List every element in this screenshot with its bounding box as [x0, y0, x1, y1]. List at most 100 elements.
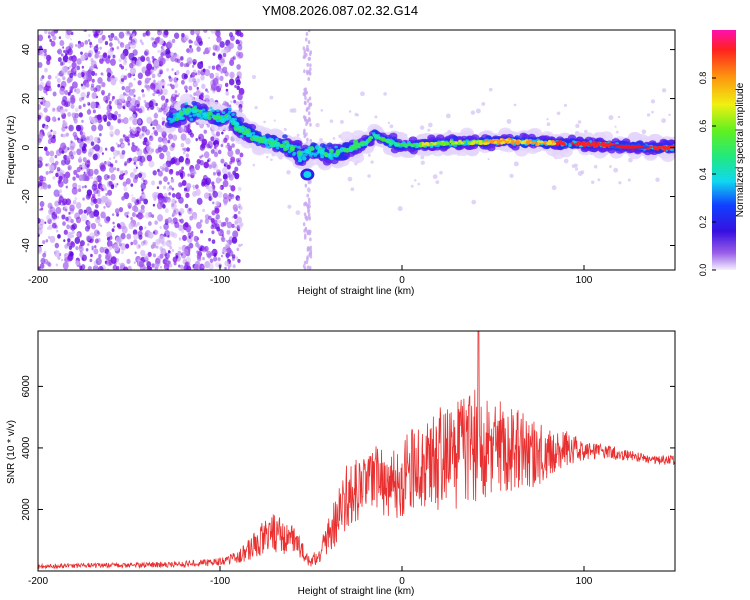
noise-blob	[51, 211, 58, 220]
noise-blob	[196, 86, 199, 90]
noise-blob	[54, 249, 60, 258]
noise-blob	[218, 67, 222, 72]
noise-blob	[306, 62, 310, 67]
noise-blob	[173, 32, 180, 39]
noise-blob	[87, 243, 90, 246]
noise-blob	[221, 131, 224, 135]
noise-blob	[102, 52, 108, 58]
noise-blob	[109, 125, 114, 131]
ridge-core	[608, 142, 613, 145]
noise-blob	[103, 117, 107, 122]
ridge-core	[422, 142, 427, 146]
noise-blob	[97, 265, 104, 270]
noise-blob	[432, 174, 438, 180]
noise-blob	[42, 201, 45, 205]
noise-blob	[181, 32, 185, 38]
noise-blob	[304, 101, 307, 106]
noise-blob	[306, 118, 309, 123]
noise-blob	[119, 138, 124, 143]
ridge-blob	[209, 106, 213, 110]
noise-blob	[308, 56, 312, 61]
noise-blob	[107, 175, 111, 179]
noise-blob	[131, 113, 136, 120]
noise-blob	[181, 229, 185, 234]
noise-blob	[163, 176, 168, 183]
noise-blob	[42, 252, 47, 258]
noise-blob	[270, 158, 273, 161]
noise-blob	[49, 235, 56, 244]
noise-blob	[71, 55, 77, 63]
noise-blob	[92, 265, 99, 270]
noise-blob	[304, 95, 307, 100]
ridge-blob	[188, 114, 193, 118]
noise-blob	[234, 172, 240, 180]
noise-blob	[137, 212, 144, 220]
noise-blob	[306, 44, 309, 49]
noise-blob	[141, 177, 144, 181]
noise-blob	[204, 68, 211, 77]
noise-blob	[56, 49, 60, 54]
noise-blob	[190, 168, 196, 176]
noise-blob	[82, 103, 86, 108]
noise-blob	[113, 156, 116, 159]
noise-blob	[168, 192, 172, 196]
noise-blob	[99, 84, 102, 88]
noise-blob	[58, 195, 64, 203]
noise-blob	[84, 160, 91, 168]
noise-blob	[563, 158, 569, 164]
noise-blob	[135, 59, 142, 67]
noise-blob	[220, 49, 225, 54]
noise-blob	[169, 230, 174, 237]
noise-blob	[133, 77, 136, 81]
noise-blob	[215, 177, 221, 184]
noise-blob	[108, 100, 112, 105]
noise-blob	[305, 217, 309, 222]
noise-blob	[232, 204, 238, 211]
noise-blob	[175, 70, 180, 75]
noise-blob	[220, 230, 223, 234]
noise-blob	[227, 145, 233, 152]
noise-blob	[193, 264, 200, 270]
noise-blob	[198, 133, 205, 142]
noise-blob	[47, 31, 51, 35]
noise-blob	[78, 105, 82, 110]
noise-blob	[110, 173, 116, 181]
noise-blob	[226, 142, 230, 147]
noise-blob	[62, 133, 66, 138]
noise-blob	[308, 229, 312, 234]
noise-blob	[389, 124, 394, 129]
ridge-core	[396, 143, 400, 147]
noise-blob	[87, 102, 91, 106]
noise-blob	[80, 214, 87, 222]
noise-blob	[38, 84, 44, 91]
noise-blob	[213, 151, 219, 158]
noise-blob	[86, 136, 90, 141]
noise-blob	[128, 222, 134, 230]
ridge-core	[379, 137, 383, 141]
noise-blob	[230, 185, 236, 192]
ridge-core	[393, 142, 398, 145]
noise-blob	[157, 136, 163, 143]
noise-blob	[80, 167, 83, 170]
noise-blob	[89, 232, 95, 240]
noise-blob	[68, 211, 71, 215]
noise-blob	[211, 210, 216, 216]
noise-blob	[238, 87, 245, 96]
noise-blob	[67, 166, 71, 170]
noise-blob	[157, 170, 163, 177]
noise-blob	[96, 197, 102, 205]
noise-blob	[126, 158, 132, 164]
noise-blob	[86, 225, 90, 229]
noise-blob	[111, 228, 115, 232]
noise-blob	[111, 47, 115, 51]
noise-blob	[128, 46, 131, 50]
noise-blob	[155, 238, 161, 246]
noise-blob	[231, 236, 238, 244]
noise-blob	[215, 213, 221, 220]
noise-blob	[86, 101, 90, 105]
ridge-blob	[211, 109, 215, 113]
noise-blob	[196, 250, 200, 254]
noise-blob	[223, 200, 228, 206]
noise-blob	[42, 240, 46, 245]
noise-blob	[145, 129, 151, 136]
